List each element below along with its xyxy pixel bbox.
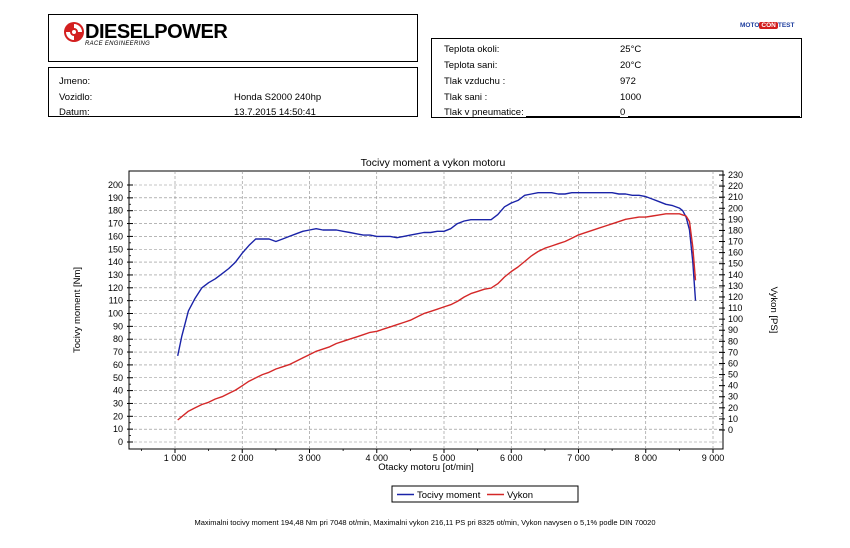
legend-entry: Tocivy moment <box>417 490 481 501</box>
y-left-tick-label: 70 <box>113 347 123 357</box>
condition-label: Tlak sani : <box>444 92 488 103</box>
y-right-tick-label: 160 <box>728 248 743 258</box>
y-left-tick-label: 180 <box>108 206 123 216</box>
turbo-icon <box>64 22 84 42</box>
vozidlo-value: Honda S2000 240hp <box>234 92 322 103</box>
jmeno-label: Jmeno: <box>59 76 91 87</box>
y-right-tick-label: 130 <box>728 281 743 291</box>
y-left-tick-label: 40 <box>113 386 123 396</box>
y-left-axis-ticks: 0 10 20 30 40 50 60 70 80 90 100 110 120 130 140 150 160… <box>108 180 133 447</box>
y-left-tick-label: 150 <box>108 244 123 254</box>
y-right-tick-label: 0 <box>728 425 733 435</box>
y-left-tick-label: 170 <box>108 219 123 229</box>
x-tick-label: 2 000 <box>231 453 254 463</box>
x-tick-label: 3 000 <box>298 453 321 463</box>
condition-value: 25°C <box>620 44 642 55</box>
footer-summary: Maximalni tocivy moment 194,48 Nm pri 70… <box>194 518 656 527</box>
y-left-tick-label: 30 <box>113 398 123 408</box>
vozidlo-label: Vozidlo: <box>59 92 93 103</box>
dieselpower-logo: DIESELPOWER <box>63 21 228 43</box>
y-right-tick-label: 40 <box>728 381 738 391</box>
y-right-tick-label: 20 <box>728 403 738 413</box>
y-left-tick-label: 80 <box>113 334 123 344</box>
y-right-tick-label: 150 <box>728 259 743 269</box>
y-right-tick-label: 170 <box>728 237 743 247</box>
mototest-badge: MOTO CON TEST <box>740 22 795 29</box>
condition-label: Tlak vzduchu : <box>444 76 506 87</box>
y-left-axis-label: Tocivy moment [Nm] <box>72 267 83 353</box>
condition-value: 20°C <box>620 60 642 71</box>
y-right-tick-label: 220 <box>728 181 743 191</box>
y-right-tick-label: 70 <box>728 347 738 357</box>
torque-curve <box>177 191 697 357</box>
chart-title: Tocivy moment a vykon motoru <box>361 157 506 169</box>
x-axis-ticks: 1 000 2 000 3 000 4 000 5 000 6 000 7 000 8 000… <box>140 449 725 463</box>
logo-text: DIESELPOWER <box>85 21 228 43</box>
y-left-tick-label: 110 <box>109 296 123 306</box>
y-right-tick-label: 60 <box>728 358 738 368</box>
datum-line-end <box>319 116 417 117</box>
plot-frame <box>128 170 724 450</box>
y-left-tick-label: 190 <box>108 193 123 203</box>
condition-value: 1000 <box>620 92 642 103</box>
vehicle-info-box: Jmeno: Vozidlo: Honda S2000 240hp Datum:… <box>48 67 418 118</box>
condition-value: 972 <box>620 76 636 87</box>
condition-label: Teplota sani: <box>444 60 498 71</box>
series-lines <box>177 191 697 421</box>
y-right-tick-label: 210 <box>728 192 743 202</box>
pneumatice-line-end <box>628 116 800 117</box>
y-right-tick-label: 90 <box>728 325 738 335</box>
y-left-tick-label: 100 <box>108 309 123 319</box>
logo-box: DIESELPOWER RACE ENGINEERING <box>48 14 418 62</box>
y-left-tick-label: 160 <box>108 231 123 241</box>
y-right-tick-label: 50 <box>728 370 738 380</box>
y-left-tick-label: 10 <box>113 424 123 434</box>
logo-subtitle: RACE ENGINEERING <box>85 41 151 47</box>
condition-value: 0 <box>620 107 626 118</box>
datum-value: 13.7.2015 14:50:41 <box>234 107 316 118</box>
y-left-tick-label: 200 <box>108 180 123 190</box>
y-right-tick-label: 80 <box>728 336 738 346</box>
y-left-tick-label: 90 <box>113 321 123 331</box>
y-right-tick-label: 180 <box>728 225 743 235</box>
datum-line <box>94 116 234 117</box>
x-tick-label: 7 000 <box>567 453 590 463</box>
x-axis-label: Otacky motoru [ot/min] <box>378 462 474 473</box>
x-tick-label: 9 000 <box>702 453 725 463</box>
y-left-tick-label: 60 <box>113 360 123 370</box>
datum-label: Datum: <box>59 107 90 118</box>
y-left-tick-label: 20 <box>113 411 123 421</box>
legend: Tocivy moment Vykon <box>391 485 579 503</box>
grid <box>129 171 723 449</box>
conditions-box: Teplota okoli: 25°C Teplota sani: 20°C T… <box>431 38 802 118</box>
y-right-tick-label: 10 <box>728 414 738 424</box>
y-left-tick-label: 140 <box>108 257 123 267</box>
x-tick-label: 6 000 <box>500 453 523 463</box>
condition-label: Teplota okoli: <box>444 44 500 55</box>
y-right-tick-label: 190 <box>728 214 743 224</box>
condition-label: Tlak v pneumatice: <box>444 107 524 118</box>
y-right-tick-label: 30 <box>728 392 738 402</box>
y-right-tick-label: 120 <box>728 292 743 302</box>
x-tick-label: 4 000 <box>365 453 388 463</box>
y-right-tick-label: 100 <box>728 314 743 324</box>
y-right-tick-label: 140 <box>728 270 743 280</box>
y-right-tick-label: 110 <box>728 303 742 313</box>
x-tick-label: 5 000 <box>433 453 456 463</box>
x-tick-label: 1 000 <box>164 453 187 463</box>
y-right-tick-label: 200 <box>728 203 743 213</box>
x-tick-label: 8 000 <box>634 453 657 463</box>
pneumatice-line <box>526 116 620 117</box>
legend-entry: Vykon <box>507 490 533 501</box>
y-left-tick-label: 120 <box>108 283 123 293</box>
y-left-tick-label: 130 <box>108 270 123 280</box>
y-right-axis-label: Vykon [PS] <box>768 287 779 334</box>
y-right-tick-label: 230 <box>728 170 743 180</box>
y-left-tick-label: 0 <box>118 437 123 447</box>
y-left-tick-label: 50 <box>113 373 123 383</box>
power-curve <box>177 213 697 421</box>
